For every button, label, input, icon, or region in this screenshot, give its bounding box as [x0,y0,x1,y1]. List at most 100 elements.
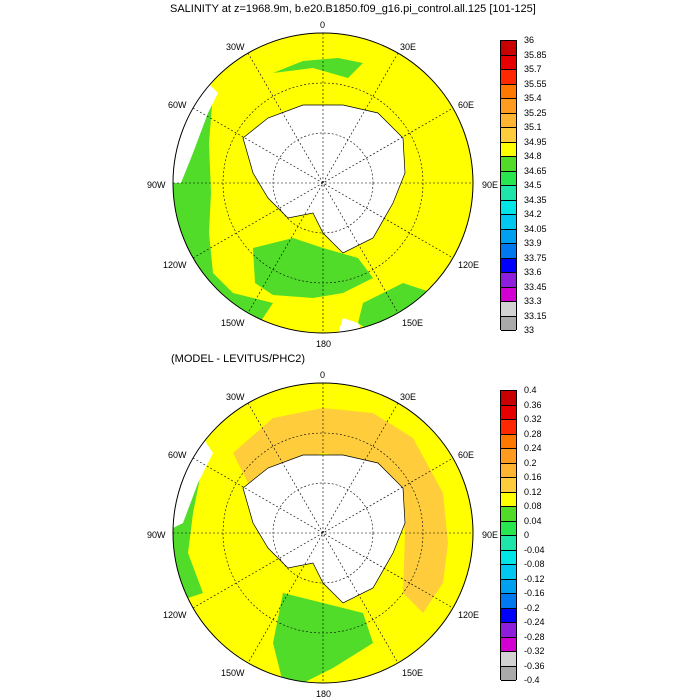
colorbar-label: -0.04 [524,544,545,555]
colorbar-swatch [501,666,516,681]
colorbar-label: -0.08 [524,559,545,569]
lon-label-180: 180 [316,339,332,349]
colorbar-swatch [501,273,516,288]
lon-label-90w: 90W [147,530,166,540]
colorbar-swatch [501,579,516,594]
colorbar-swatch [501,449,516,464]
colorbar-swatch [501,463,516,478]
lon-label-30w: 30W [226,42,245,52]
colorbar-swatch [501,302,516,317]
lon-label-90w: 90W [147,180,166,190]
colorbar-swatch [501,521,516,536]
colorbar-swatch [501,287,516,302]
colorbar-swatch [501,70,516,85]
lon-label-90e: 90E [482,530,499,540]
panel2-colorbar [500,390,517,681]
colorbar-label: 0.16 [524,472,542,482]
colorbar-label: -0.4 [524,675,540,685]
colorbar-swatch [501,608,516,623]
panel1-polar-map [172,32,474,334]
lon-label-120w: 120W [163,610,187,620]
colorbar-label: 0.08 [524,501,542,511]
colorbar-swatch [501,507,516,522]
diff-green-south [273,593,373,683]
colorbar-label: 34.95 [524,136,547,147]
colorbar-label: 34.8 [524,151,542,161]
lon-label-120w: 120W [163,260,187,270]
colorbar-swatch [501,142,516,157]
colorbar-label: -0.12 [524,573,545,584]
colorbar-label: 0.4 [524,385,537,395]
panel2-polar-map [172,382,474,684]
colorbar-label: 33.75 [524,252,547,263]
colorbar-label: 34.35 [524,194,547,205]
colorbar-label: 35.85 [524,49,547,60]
colorbar-label: -0.24 [524,617,545,627]
lon-label-120e: 120E [458,610,480,620]
colorbar-label: 33.6 [524,267,542,277]
colorbar-label: 0.04 [524,515,542,526]
colorbar-label: 33.15 [524,310,547,321]
colorbar-swatch [501,229,516,244]
colorbar-label: -0.2 [524,602,540,613]
colorbar-swatch [501,652,516,667]
colorbar-swatch [501,200,516,215]
colorbar-swatch [501,434,516,449]
colorbar-label: 35.1 [524,122,542,132]
panel1-colorbar [500,40,517,331]
lon-label-30w: 30W [226,392,245,402]
colorbar-swatch [501,565,516,580]
colorbar-swatch [501,128,516,143]
colorbar-label: 34.65 [524,165,547,176]
colorbar-label: 0 [524,530,530,540]
colorbar-swatch [501,405,516,420]
colorbar-swatch [501,41,516,56]
colorbar-swatch [501,478,516,493]
colorbar-label: 33 [524,325,535,335]
colorbar-label: -0.36 [524,660,545,671]
colorbar-label: 34.05 [524,223,547,234]
graticule [173,33,473,333]
colorbar-label: 0.36 [524,399,542,410]
map-border-2 [172,382,474,684]
colorbar-label: 35.55 [524,78,547,89]
lon-label-150w: 150W [221,668,245,678]
map-border [172,32,474,334]
colorbar-label: 35.7 [524,64,542,74]
colorbar-label: 34.5 [524,180,542,190]
colorbar-label: -0.28 [524,631,545,642]
panel1-title: SALINITY at z=1968.9m, b.e20.B1850.f09_g… [170,3,536,15]
colorbar-label: 0.12 [524,486,542,497]
salinity-green-north [273,58,363,78]
colorbar-label: 0.2 [524,457,537,468]
colorbar-label: 0.24 [524,443,542,453]
colorbar-swatch [501,492,516,507]
lon-label-30e: 30E [400,392,417,402]
colorbar-swatch [501,99,516,114]
colorbar-swatch [501,623,516,638]
lon-label-150w: 150W [221,318,245,328]
colorbar-swatch [501,391,516,406]
colorbar-swatch [501,594,516,609]
colorbar-swatch [501,113,516,128]
lon-label-90e: 90E [482,180,499,190]
colorbar-swatch [501,186,516,201]
colorbar-swatch [501,55,516,70]
colorbar-label: 33.9 [524,238,542,248]
lon-label-30e: 30E [400,42,417,52]
colorbar-swatch [501,244,516,259]
colorbar-label: 0.32 [524,414,542,424]
colorbar-label: 33.45 [524,281,547,292]
lon-label-60w: 60W [168,100,187,110]
colorbar-swatch [501,637,516,652]
lon-label-0: 0 [320,370,326,380]
colorbar-swatch [501,258,516,273]
colorbar-label: 35.25 [524,107,547,118]
colorbar-swatch [501,316,516,331]
colorbar-swatch [501,84,516,99]
colorbar-label: 0.28 [524,428,542,439]
colorbar-swatch [501,171,516,186]
salinity-green-south [253,238,373,298]
lon-label-60e: 60E [458,450,475,460]
panel2-title: (MODEL - LEVITUS/PHC2) [171,353,306,365]
